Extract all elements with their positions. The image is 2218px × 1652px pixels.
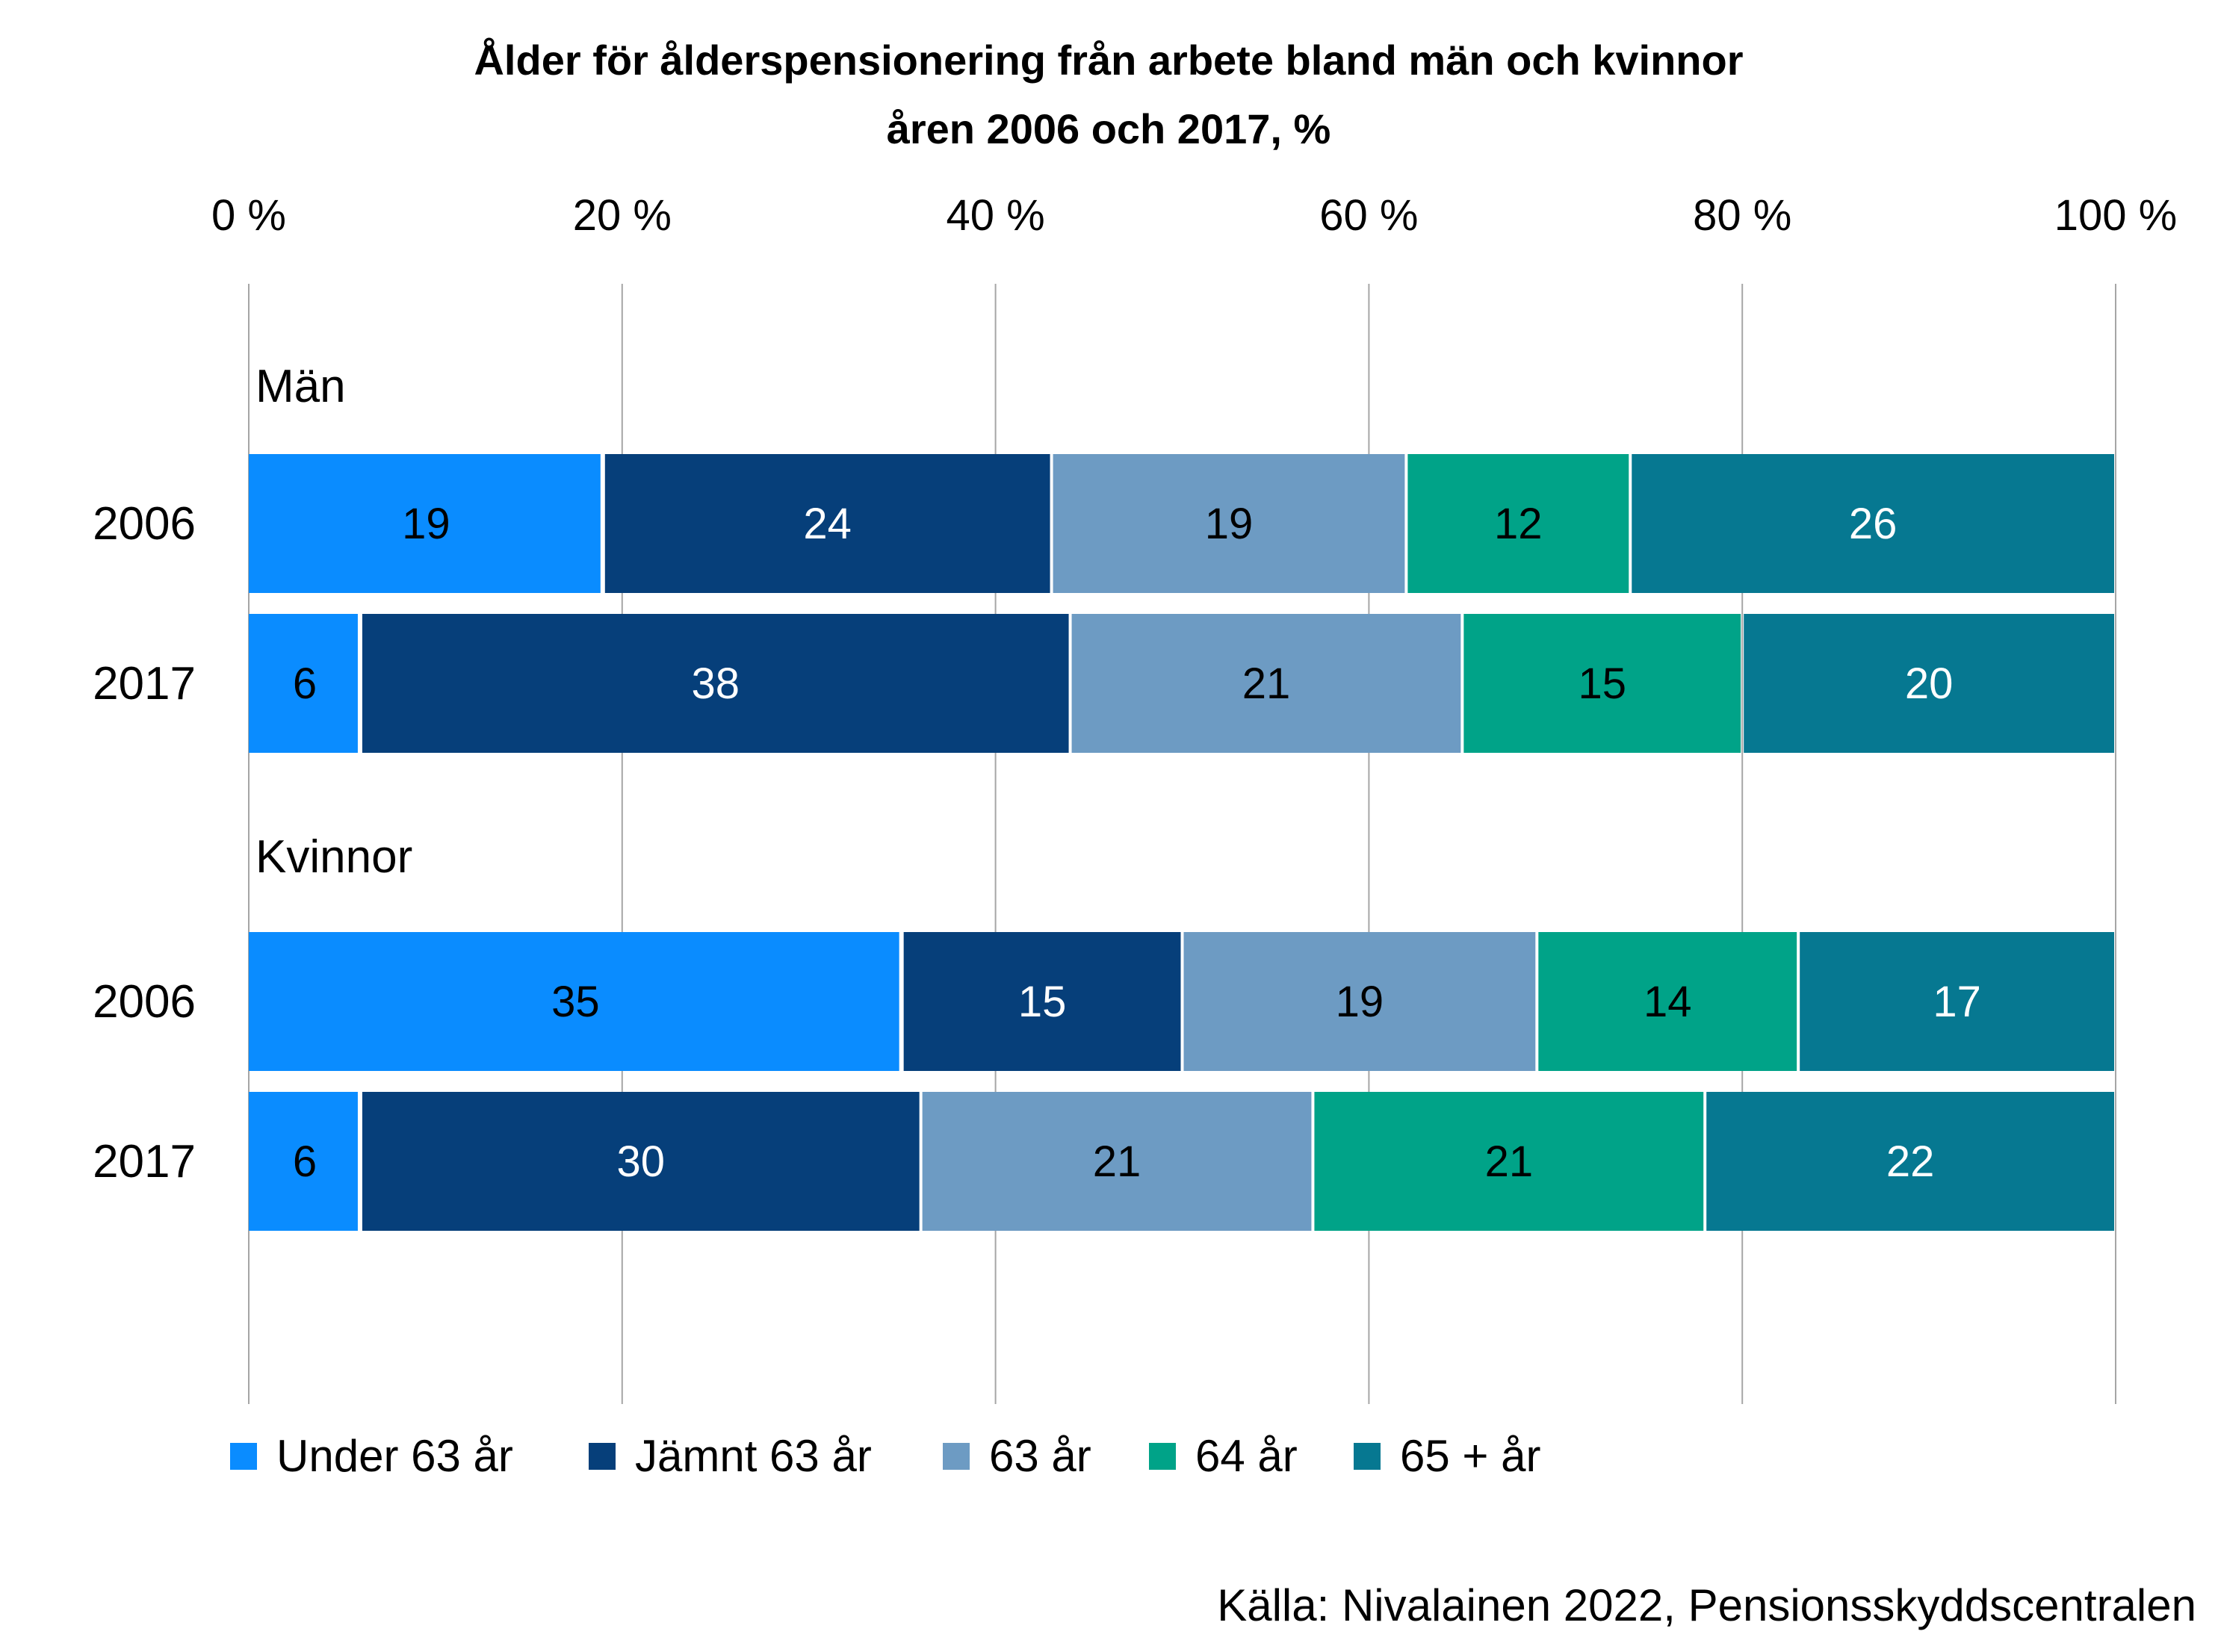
group-label: Kvinnor (255, 831, 412, 883)
data-label: 30 (617, 1137, 666, 1186)
x-tick-label: 60 % (1319, 191, 1418, 240)
data-label: 6 (293, 659, 317, 708)
bar-segment (1183, 932, 1536, 1071)
data-label: 22 (1886, 1137, 1935, 1186)
data-label: 19 (402, 500, 450, 548)
data-label: 19 (1205, 500, 1254, 548)
bar-segment (1071, 614, 1461, 753)
legend-swatch (589, 1443, 616, 1470)
data-label: 24 (803, 500, 852, 548)
x-tick-label: 20 % (573, 191, 672, 240)
x-tick-label: 80 % (1693, 191, 1791, 240)
data-label: 14 (1644, 978, 1692, 1026)
bar-segment (604, 454, 1050, 593)
bars: 19 24 19 12 26 6 38 21 15 20 35 15 19 14 17 6 30 21 21 22 (249, 454, 2114, 1231)
data-label: 15 (1018, 978, 1067, 1026)
data-label: 21 (1485, 1137, 1534, 1186)
legend-label: Under 63 år (276, 1431, 513, 1481)
data-label: 17 (1933, 978, 1981, 1026)
data-label: 19 (1336, 978, 1384, 1026)
bar-segment (1744, 614, 2114, 753)
legend-swatch (230, 1443, 257, 1470)
category-label: 2006 (93, 976, 196, 1028)
chart-title-line-1: Ålder för ålderspensionering från arbete… (474, 37, 1743, 84)
bar-segment (1463, 614, 1741, 753)
bar-segment (1632, 454, 2114, 593)
x-axis-ticks: 0 % 20 % 40 % 60 % 80 % 100 % (211, 191, 2177, 240)
data-label: 35 (551, 978, 600, 1026)
bar-segment (1706, 1092, 2114, 1231)
data-label: 38 (691, 659, 740, 708)
category-label: 2017 (93, 1136, 196, 1187)
legend-swatch (943, 1443, 970, 1470)
data-label: 6 (293, 1137, 317, 1186)
x-tick-label: 0 % (211, 191, 286, 240)
bar-segment (1314, 1092, 1704, 1231)
legend-label: 64 år (1195, 1431, 1298, 1481)
legend: Under 63 år Jämnt 63 år 63 år 64 år 65 + år (230, 1431, 1540, 1481)
bar-segment (1407, 454, 1629, 593)
bar-segment (903, 932, 1181, 1071)
bar-segment (249, 1092, 358, 1231)
bar-segment (1800, 932, 2114, 1071)
bar-segment (1538, 932, 1797, 1071)
group-label: Män (255, 361, 346, 412)
data-label: 12 (1494, 500, 1543, 548)
bar-segment (249, 932, 899, 1071)
bar-segment (249, 454, 601, 593)
bar-segment (362, 1092, 920, 1231)
bar-segment (922, 1092, 1312, 1231)
legend-label: Jämnt 63 år (635, 1431, 872, 1481)
category-labels: Män 2006 2017 Kvinnor 2006 2017 (93, 361, 412, 1187)
data-label: 21 (1093, 1137, 1141, 1186)
data-label: 26 (1849, 500, 1898, 548)
legend-swatch (1149, 1443, 1176, 1470)
bar-segment (1053, 454, 1405, 593)
legend-label: 65 + år (1400, 1431, 1540, 1481)
legend-label: 63 år (989, 1431, 1091, 1481)
x-tick-label: 100 % (2054, 191, 2177, 240)
category-label: 2006 (93, 498, 196, 550)
bar-segment (249, 614, 358, 753)
data-label: 21 (1242, 659, 1291, 708)
x-tick-label: 40 % (946, 191, 1044, 240)
category-label: 2017 (93, 658, 196, 709)
data-label: 15 (1579, 659, 1627, 708)
chart-title-line-2: åren 2006 och 2017, % (887, 105, 1331, 152)
data-label: 20 (1905, 659, 1954, 708)
source-note: Källa: Nivalainen 2022, Pensionsskyddsce… (1217, 1580, 2196, 1630)
gridlines (248, 284, 2116, 1404)
legend-swatch (1354, 1443, 1381, 1470)
bar-segment (362, 614, 1069, 753)
